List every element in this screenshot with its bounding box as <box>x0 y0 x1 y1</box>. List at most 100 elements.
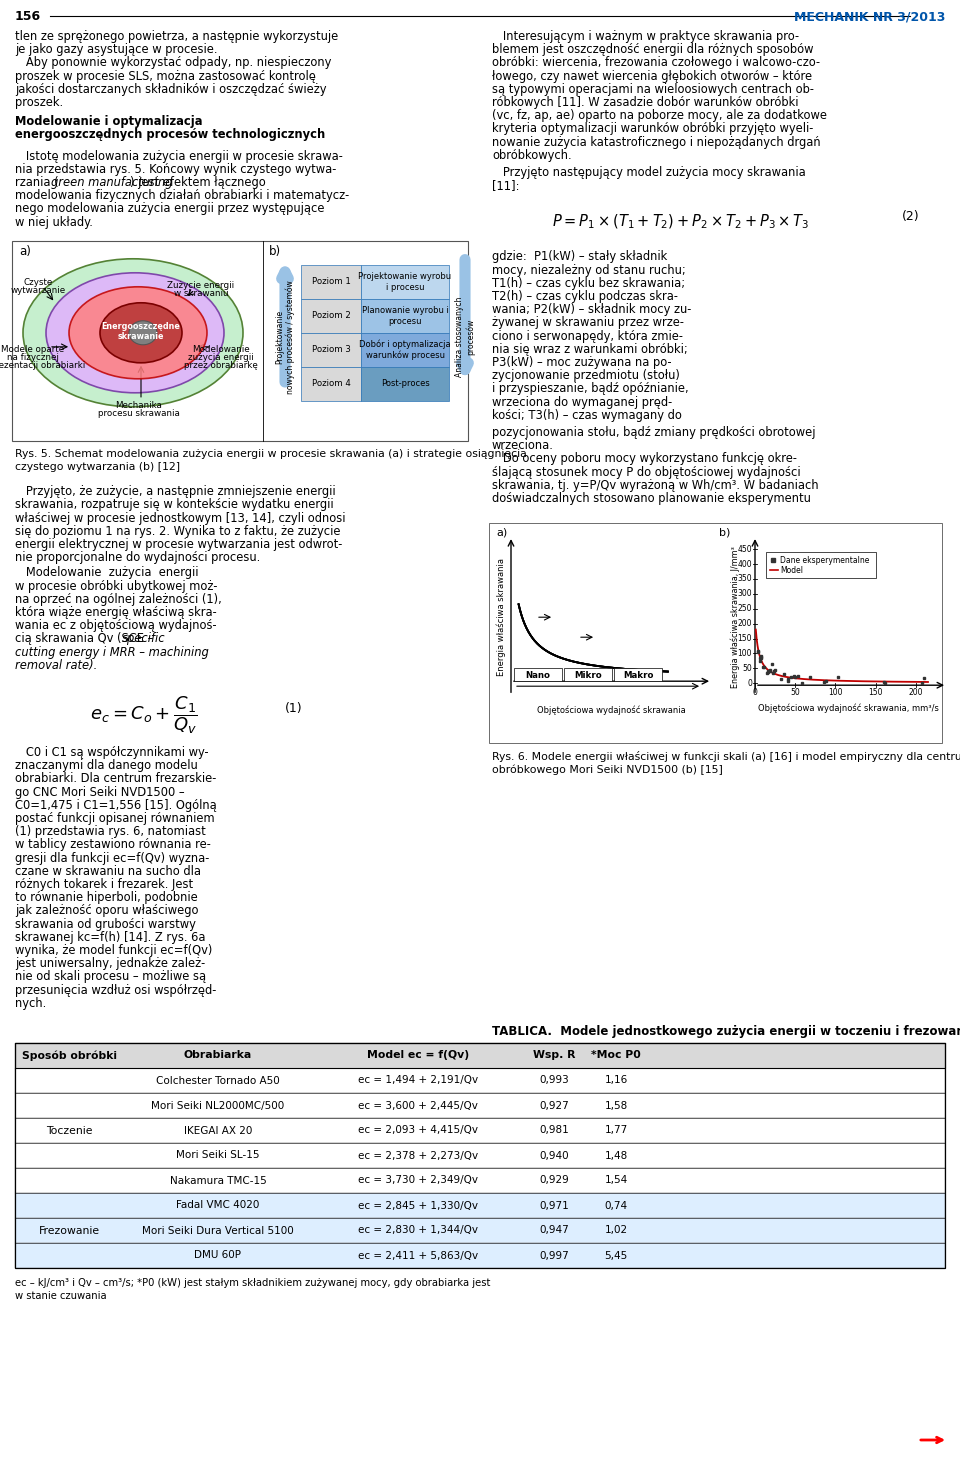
Text: wania; P2(kW) – składnik mocy zu-: wania; P2(kW) – składnik mocy zu- <box>492 303 691 316</box>
Text: wrzeciona do wymaganej pręd-: wrzeciona do wymaganej pręd- <box>492 396 672 409</box>
Text: Nakamura TMC-15: Nakamura TMC-15 <box>170 1175 266 1185</box>
Text: skrawanej kc=f(h) [14]. Z rys. 6a: skrawanej kc=f(h) [14]. Z rys. 6a <box>15 930 205 943</box>
Text: b): b) <box>269 245 281 258</box>
Text: to równanie hiperboli, podobnie: to równanie hiperboli, podobnie <box>15 891 198 904</box>
Text: 50: 50 <box>790 689 800 697</box>
Text: Mori Seiki NL2000MC/500: Mori Seiki NL2000MC/500 <box>152 1100 284 1110</box>
Text: removal rate).: removal rate). <box>15 659 97 672</box>
Bar <box>15 1193 945 1217</box>
Text: 450: 450 <box>737 545 752 554</box>
Text: $e_c = C_o + \dfrac{C_1}{Q_v}$: $e_c = C_o + \dfrac{C_1}{Q_v}$ <box>90 694 198 735</box>
Text: 1,54: 1,54 <box>605 1175 628 1185</box>
Text: mocy, niezależny od stanu ruchu;: mocy, niezależny od stanu ruchu; <box>492 264 685 277</box>
Text: Colchester Tornado A50: Colchester Tornado A50 <box>156 1075 280 1086</box>
Text: Modelowanie: Modelowanie <box>192 344 250 355</box>
Bar <box>301 299 361 333</box>
Text: 200: 200 <box>737 620 752 628</box>
Text: czane w skrawaniu na sucho dla: czane w skrawaniu na sucho dla <box>15 864 201 878</box>
Text: gresji dla funkcji ec=f(Qv) wyzna-: gresji dla funkcji ec=f(Qv) wyzna- <box>15 851 209 864</box>
Ellipse shape <box>100 303 182 363</box>
Text: Poziom 4: Poziom 4 <box>312 379 350 388</box>
Text: Do oceny poboru mocy wykorzystano funkcję okre-: Do oceny poboru mocy wykorzystano funkcj… <box>492 453 797 466</box>
Text: nia się wraz z warunkami obróbki;: nia się wraz z warunkami obróbki; <box>492 343 687 356</box>
Text: Frezowanie: Frezowanie <box>38 1226 100 1235</box>
Text: nie proporcjonalne do wydajności procesu.: nie proporcjonalne do wydajności procesu… <box>15 551 260 564</box>
Text: (vc, fz, ap, ae) oparto na poborze mocy, ale za dodatkowe: (vc, fz, ap, ae) oparto na poborze mocy,… <box>492 110 827 122</box>
Bar <box>514 668 562 681</box>
Bar <box>766 552 876 579</box>
Text: w niej układy.: w niej układy. <box>15 215 93 229</box>
Bar <box>15 1168 945 1193</box>
Text: Makro: Makro <box>623 671 653 680</box>
Text: róbkowych [11]. W zasadzie dobór warunków obróbki: róbkowych [11]. W zasadzie dobór warunkó… <box>492 97 799 108</box>
Bar <box>15 1043 945 1068</box>
Text: jak zależność oporu właściwego: jak zależność oporu właściwego <box>15 904 199 917</box>
Text: Poziom 3: Poziom 3 <box>312 346 350 355</box>
Text: i przyspieszanie, bądź opóźnianie,: i przyspieszanie, bądź opóźnianie, <box>492 382 688 396</box>
Text: 300: 300 <box>737 589 752 598</box>
Text: Post-proces: Post-proces <box>380 379 429 388</box>
Ellipse shape <box>69 287 207 379</box>
Text: Przyjęto, że zużycie, a następnie zmniejszenie energii: Przyjęto, że zużycie, a następnie zmniej… <box>15 485 336 498</box>
Text: czystego wytwarzania (b) [12]: czystego wytwarzania (b) [12] <box>15 461 180 472</box>
Text: cią skrawania Qv (SCE –: cią skrawania Qv (SCE – <box>15 633 157 646</box>
Bar <box>564 668 612 681</box>
Bar <box>301 366 361 401</box>
Text: Mechanika: Mechanika <box>115 401 162 410</box>
Text: ec = 2,845 + 1,330/Qv: ec = 2,845 + 1,330/Qv <box>358 1200 478 1210</box>
Text: obróbkowych.: obróbkowych. <box>492 149 571 161</box>
Bar <box>361 333 449 366</box>
Text: 0,981: 0,981 <box>540 1125 569 1135</box>
Text: Przyjęto następujący model zużycia mocy skrawania: Przyjęto następujący model zużycia mocy … <box>492 166 805 179</box>
Bar <box>15 1068 945 1093</box>
Text: na oprzeć na ogólnej zależności (1),: na oprzeć na ogólnej zależności (1), <box>15 593 222 607</box>
Text: 0,929: 0,929 <box>540 1175 569 1185</box>
Text: skrawania od grubości warstwy: skrawania od grubości warstwy <box>15 917 196 930</box>
Text: 1,16: 1,16 <box>605 1075 628 1086</box>
Text: wania ec z objętościową wydajnoś-: wania ec z objętościową wydajnoś- <box>15 620 217 633</box>
Text: 100: 100 <box>828 689 843 697</box>
Ellipse shape <box>46 272 224 393</box>
Text: *Moc P0: *Moc P0 <box>591 1050 641 1061</box>
Text: nia przedstawia rys. 5. Końcowy wynik czystego wytwa-: nia przedstawia rys. 5. Końcowy wynik cz… <box>15 163 336 176</box>
Text: kryteria optymalizacji warunków obróbki przyjęto wyeli-: kryteria optymalizacji warunków obróbki … <box>492 123 813 135</box>
Bar <box>361 265 449 299</box>
Text: która wiąże energię właściwą skra-: która wiąże energię właściwą skra- <box>15 607 217 620</box>
Text: 5,45: 5,45 <box>605 1251 628 1260</box>
Text: blemem jest oszczędność energii dla różnych sposobów: blemem jest oszczędność energii dla różn… <box>492 42 813 56</box>
Text: obrabiarki. Dla centrum frezarskie-: obrabiarki. Dla centrum frezarskie- <box>15 772 216 785</box>
Text: green manufacturing: green manufacturing <box>51 176 172 189</box>
Text: modelowania fizycznych działań obrabiarki i matematycz-: modelowania fizycznych działań obrabiark… <box>15 189 349 202</box>
Text: 1,58: 1,58 <box>605 1100 628 1110</box>
Bar <box>614 668 662 681</box>
Text: przez obrabiarkę: przez obrabiarkę <box>184 360 258 369</box>
Text: skrawania, rozpatruje się w kontekście wydatku energii: skrawania, rozpatruje się w kontekście w… <box>15 498 334 511</box>
Text: C0 i C1 są współczynnikami wy-: C0 i C1 są współczynnikami wy- <box>15 746 208 759</box>
Text: (1): (1) <box>285 702 302 715</box>
Text: a): a) <box>19 245 31 258</box>
Text: Dane eksperymentalne: Dane eksperymentalne <box>780 555 870 564</box>
Text: P3(kW) – moc zużywana na po-: P3(kW) – moc zużywana na po- <box>492 356 672 369</box>
Text: Modele oparte: Modele oparte <box>1 344 64 355</box>
Text: 400: 400 <box>737 560 752 568</box>
Text: zycjonowanie przedmiotu (stołu): zycjonowanie przedmiotu (stołu) <box>492 369 680 382</box>
Text: są typowymi operacjami na wieloosiowych centrach ob-: są typowymi operacjami na wieloosiowych … <box>492 84 814 95</box>
Text: 150: 150 <box>869 689 883 697</box>
Text: znaczanymi dla danego modelu: znaczanymi dla danego modelu <box>15 759 198 772</box>
Text: właściwej w procesie jednostkowym [13, 14], czyli odnosi: właściwej w procesie jednostkowym [13, 1… <box>15 511 346 524</box>
Text: w tablicy zestawiono równania re-: w tablicy zestawiono równania re- <box>15 838 211 851</box>
Text: kości; T3(h) – czas wymagany do: kości; T3(h) – czas wymagany do <box>492 409 682 422</box>
Text: 100: 100 <box>737 649 752 658</box>
Text: tlen ze sprężonego powietrza, a następnie wykorzystuje: tlen ze sprężonego powietrza, a następni… <box>15 29 338 42</box>
Text: 0,947: 0,947 <box>540 1226 569 1235</box>
Text: Objętościowa wydajność skrawania: Objętościowa wydajność skrawania <box>538 705 685 715</box>
Text: [11]:: [11]: <box>492 179 519 192</box>
Text: b): b) <box>719 527 731 538</box>
Text: Modelowanie  zużycia  energii: Modelowanie zużycia energii <box>15 567 199 579</box>
Text: specific: specific <box>122 633 165 646</box>
Text: Dobór i optymalizacja
warunków procesu: Dobór i optymalizacja warunków procesu <box>359 340 451 360</box>
Text: Rys. 6. Modele energii właściwej w funkcji skali (a) [16] i model empiryczny dla: Rys. 6. Modele energii właściwej w funkc… <box>492 752 960 762</box>
Text: jakości dostarczanych składników i oszczędzać świeży: jakości dostarczanych składników i oszcz… <box>15 84 326 95</box>
Text: Toczenie: Toczenie <box>46 1125 92 1135</box>
Bar <box>301 265 361 299</box>
